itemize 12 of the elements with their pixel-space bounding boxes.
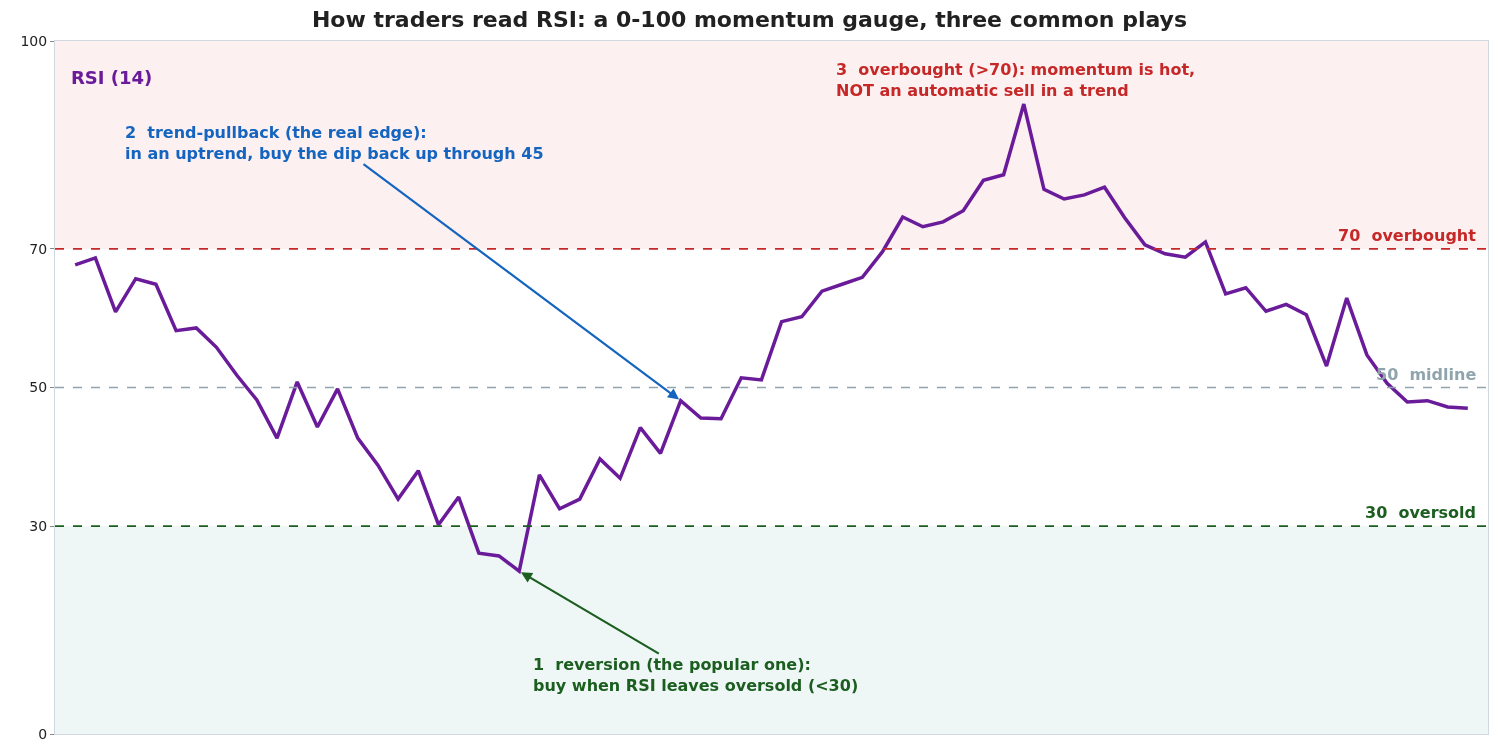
annotation: 2 trend-pullback (the real edge): in an uptrend, buy the dip back up through 45 [125,123,544,163]
y-tick-label: 100 [20,32,48,49]
chart-title: How traders read RSI: a 0-100 momentum gauge, three common plays [311,6,1188,32]
ref-line-label: 70 overbought [1338,226,1477,245]
annotation: 3 overbought (>70): momentum is hot, NOT an automatic sell in a trend [836,60,1196,100]
y-tick-label: 30 [29,518,48,534]
ref-line-label: 30 oversold [1365,503,1477,522]
y-tick-label: 70 [29,240,48,257]
y-tick-label: 0 [38,725,48,742]
text: RSI (14) [71,67,153,88]
annotation: 1 reversion (the popular one): buy when RSI leaves oversold (<30) [533,655,859,695]
y-tick-label: 50 [29,379,48,396]
